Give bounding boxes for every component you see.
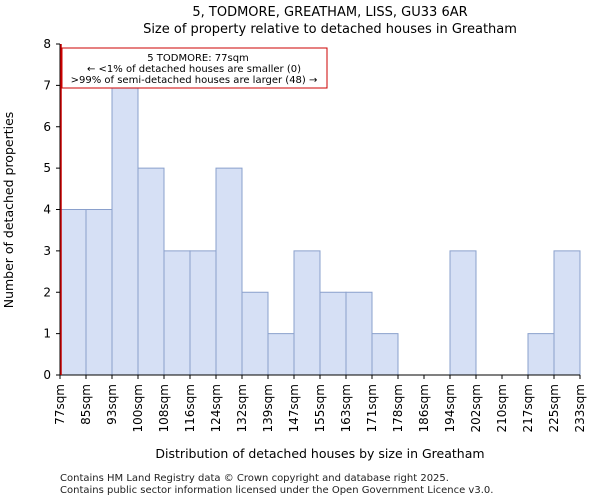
- bar-100sqm: [137, 167, 165, 376]
- x-tick-label: 147sqm: [287, 384, 301, 432]
- x-axis-label: Distribution of detached houses by size …: [155, 446, 484, 461]
- y-tick-label: 6: [43, 120, 51, 134]
- x-tick-label: 171sqm: [365, 384, 379, 432]
- bar-85sqm: [85, 209, 113, 376]
- x-tick-label: 217sqm: [521, 384, 535, 432]
- bar-124sqm: [215, 167, 243, 376]
- footer-line-1: Contains HM Land Registry data © Crown c…: [60, 473, 449, 484]
- x-tick-label: 210sqm: [495, 384, 509, 432]
- x-tick-label: 132sqm: [235, 384, 249, 432]
- y-tick-label: 0: [43, 368, 51, 382]
- x-tick-label: 139sqm: [261, 384, 275, 432]
- annotation-line-2: ← <1% of detached houses are smaller (0): [87, 64, 301, 75]
- annotation-line-3: >99% of semi-detached houses are larger …: [71, 75, 318, 86]
- y-tick-label: 2: [43, 285, 51, 299]
- x-tick-label: 178sqm: [391, 384, 405, 432]
- x-tick-label: 186sqm: [417, 384, 431, 432]
- footer-line-2: Contains public sector information licen…: [60, 485, 494, 496]
- y-tick-label: 1: [43, 327, 51, 341]
- chart-title: 5, TODMORE, GREATHAM, LISS, GU33 6AR: [192, 5, 467, 20]
- x-tick-label: 108sqm: [157, 384, 171, 432]
- x-tick-label: 233sqm: [573, 384, 587, 432]
- bar-217sqm: [527, 333, 555, 376]
- y-tick-label: 7: [43, 78, 51, 92]
- x-tick-label: 100sqm: [131, 384, 145, 432]
- bar-163sqm: [345, 291, 373, 376]
- bars: [59, 84, 581, 376]
- x-tick-label: 85sqm: [79, 384, 93, 425]
- bar-116sqm: [189, 250, 217, 376]
- x-tick-label: 155sqm: [313, 384, 327, 432]
- bar-225sqm: [553, 250, 581, 376]
- annotation-box: [61, 47, 328, 89]
- x-tick-label: 77sqm: [53, 384, 67, 425]
- bar-77sqm: [59, 209, 87, 376]
- x-tick-label: 93sqm: [105, 384, 119, 425]
- x-tick-label: 225sqm: [547, 384, 561, 432]
- x-tick-label: 124sqm: [209, 384, 223, 432]
- x-ticks: 77sqm 85sqm 93sqm 100sqm 108sqm 116sqm 124sqm 1…: [53, 375, 587, 432]
- bar-93sqm: [111, 84, 139, 376]
- x-tick-label: 116sqm: [183, 384, 197, 432]
- bar-194sqm: [449, 250, 477, 376]
- x-tick-label: 163sqm: [339, 384, 353, 432]
- bar-155sqm: [319, 291, 347, 376]
- y-tick-label: 3: [43, 244, 51, 258]
- chart-subtitle: Size of property relative to detached ho…: [143, 22, 517, 37]
- bar-147sqm: [293, 250, 321, 376]
- y-tick-label: 8: [43, 37, 51, 51]
- bar-139sqm: [267, 333, 295, 376]
- bar-171sqm: [371, 333, 399, 376]
- annotation: 5 TODMORE: 77sqm ← <1% of detached house…: [61, 47, 328, 89]
- bar-108sqm: [163, 250, 191, 376]
- x-tick-label: 194sqm: [443, 384, 457, 432]
- annotation-line-1: 5 TODMORE: 77sqm: [147, 53, 249, 64]
- y-axis-label: Number of detached properties: [1, 112, 16, 309]
- x-tick-label: 202sqm: [469, 384, 483, 432]
- y-tick-label: 5: [43, 161, 51, 175]
- y-ticks: 0 1 2 3 4 5 6 7 8: [43, 37, 60, 382]
- bar-132sqm: [241, 291, 269, 376]
- y-tick-label: 4: [43, 203, 51, 217]
